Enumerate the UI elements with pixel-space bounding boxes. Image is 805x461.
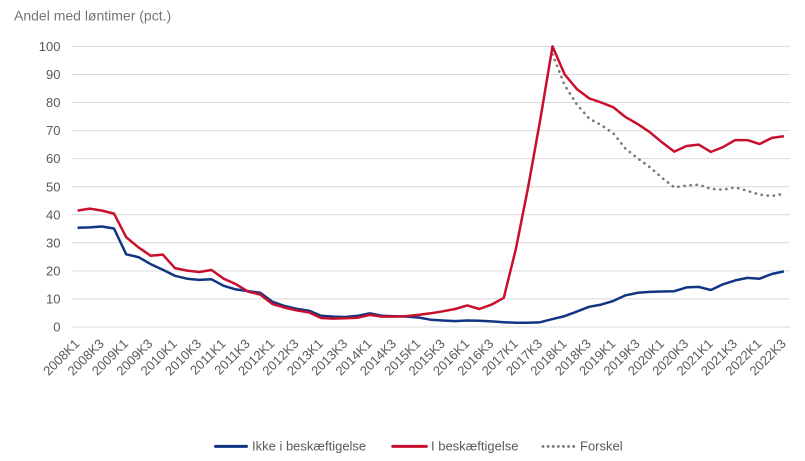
svg-text:Andel med løntimer (pct.): Andel med løntimer (pct.) [14,8,171,24]
svg-text:100: 100 [39,39,61,54]
svg-text:50: 50 [46,179,60,194]
svg-text:30: 30 [46,235,60,250]
svg-text:70: 70 [46,123,60,138]
svg-text:0: 0 [53,320,60,335]
svg-text:90: 90 [46,67,60,82]
svg-text:Ikke i beskæftigelse: Ikke i beskæftigelse [252,438,366,453]
svg-text:20: 20 [46,264,60,279]
svg-text:60: 60 [46,151,60,166]
svg-text:40: 40 [46,207,60,222]
svg-text:80: 80 [46,95,60,110]
svg-text:Forskel: Forskel [580,438,623,453]
svg-text:10: 10 [46,292,60,307]
svg-text:I beskæftigelse: I beskæftigelse [431,438,518,453]
